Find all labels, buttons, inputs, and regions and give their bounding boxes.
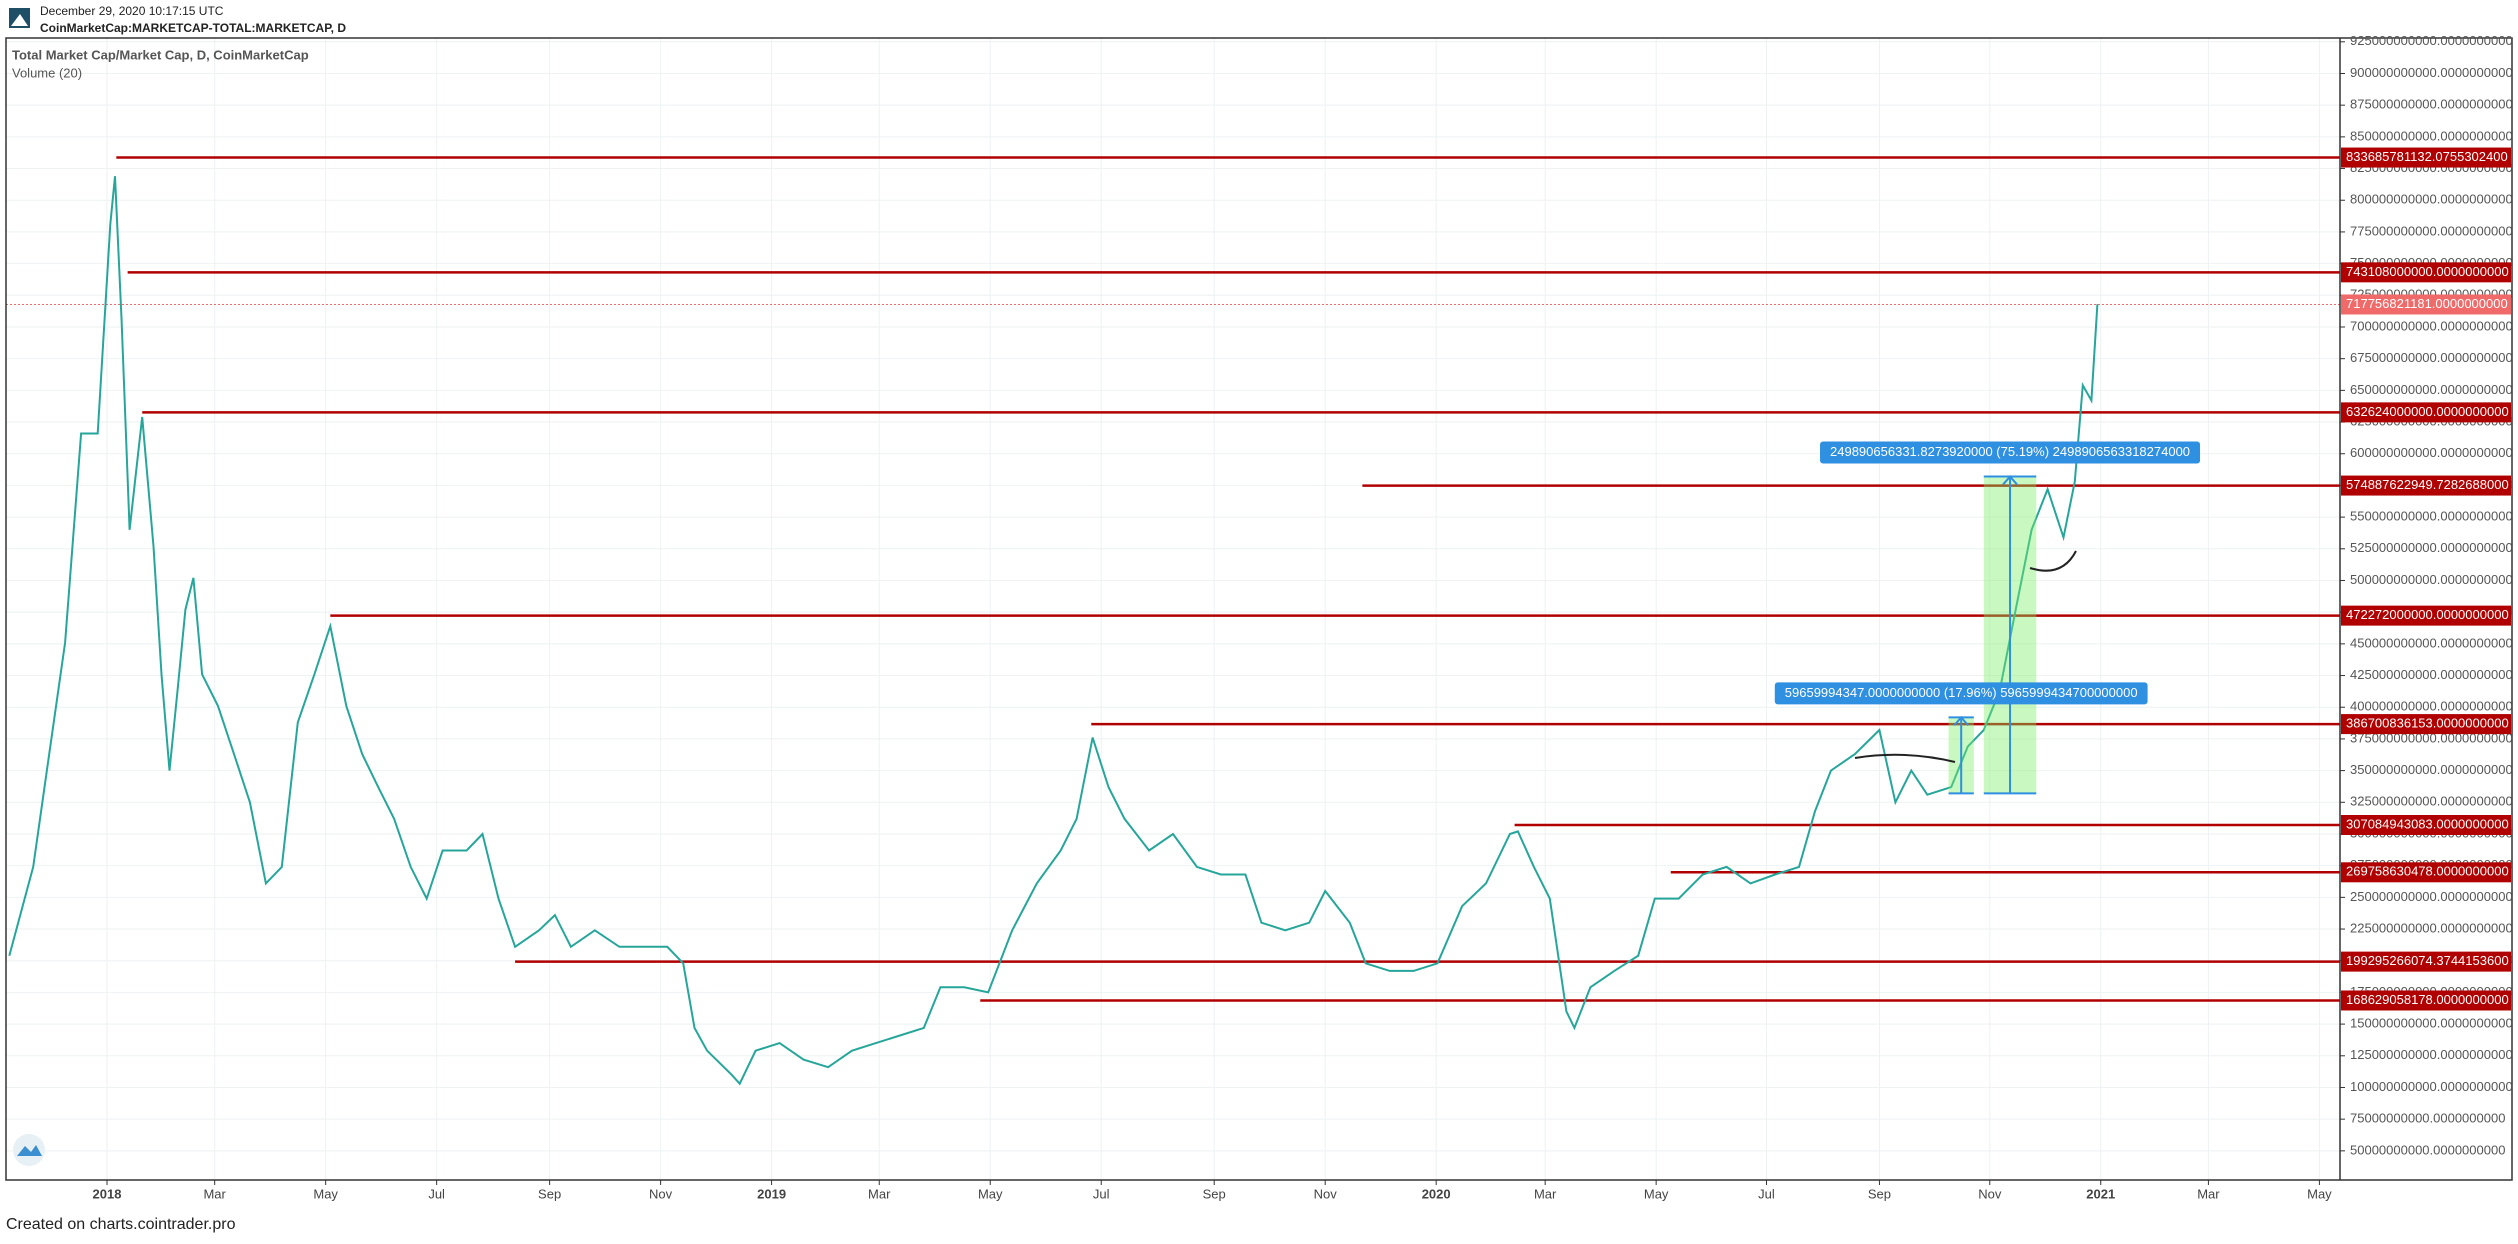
measure-label-text: 249890656331.8273920000 (75.19%) 2498906…: [1830, 444, 2190, 459]
x-tick-label: Nov: [1978, 1186, 2002, 1201]
x-tick-label: Sep: [1203, 1186, 1226, 1201]
y-tick-label: 100000000000.0000000000: [2350, 1079, 2513, 1094]
y-tick-label: 50000000000.0000000000: [2350, 1142, 2505, 1157]
y-tick-label: 700000000000.0000000000: [2350, 318, 2513, 333]
y-tick-label: 550000000000.0000000000: [2350, 509, 2513, 524]
header-symbol: CoinMarketCap:MARKETCAP-TOTAL:MARKETCAP,…: [40, 21, 346, 35]
x-tick-label: Mar: [868, 1186, 891, 1201]
x-tick-label: Jul: [1093, 1186, 1110, 1201]
last-price-box: [2341, 294, 2511, 315]
level-label: 833685781132.0755302400: [2346, 149, 2508, 164]
measure-label-text: 59659994347.0000000000 (17.96%) 59659994…: [1785, 685, 2138, 700]
footer: Created on charts.cointrader.pro: [6, 1216, 236, 1233]
x-tick-label: May: [978, 1186, 1003, 1201]
y-tick-label: 900000000000.0000000000: [2350, 65, 2513, 80]
level-label-box: [2341, 402, 2511, 423]
y-tick-label: 525000000000.0000000000: [2350, 540, 2513, 555]
level-label-box: [2341, 475, 2511, 496]
x-tick-label: Jul: [1758, 1186, 1775, 1201]
level-label: 386700836153.0000000000: [2346, 716, 2509, 731]
header-date: December 29, 2020 10:17:15 UTC: [40, 4, 224, 18]
level-label-box: [2341, 814, 2511, 835]
x-tick-label: 2020: [1422, 1186, 1451, 1201]
y-tick-label: 800000000000.0000000000: [2350, 192, 2513, 207]
chart-title: Total Market Cap/Market Cap, D, CoinMark…: [12, 47, 309, 62]
level-label-box: [2341, 605, 2511, 626]
y-tick-label: 250000000000.0000000000: [2350, 889, 2513, 904]
y-tick-label: 150000000000.0000000000: [2350, 1016, 2513, 1031]
x-tick-label: Mar: [203, 1186, 226, 1201]
x-tick-label: Nov: [1314, 1186, 1338, 1201]
levels: [6, 156, 2340, 1002]
x-tick-label: 2018: [93, 1186, 122, 1201]
measure-label: 59659994347.0000000000 (17.96%) 59659994…: [1774, 682, 2148, 705]
price-line: [8, 176, 2099, 1086]
level-label: 574887622949.7282688000: [2346, 477, 2509, 492]
x-tick-label: May: [313, 1186, 338, 1201]
level-label: 743108000000.0000000000: [2346, 264, 2509, 279]
y-tick-label: 875000000000.0000000000: [2350, 97, 2513, 112]
y-tick-label: 400000000000.0000000000: [2350, 699, 2513, 714]
x-tick-label: Sep: [538, 1186, 561, 1201]
level-label-box: [2341, 862, 2511, 883]
y-tick-label: 325000000000.0000000000: [2350, 794, 2513, 809]
x-tick-label: Mar: [1534, 1186, 1557, 1201]
measure-label-box: [1820, 441, 2201, 464]
x-tick-label: Mar: [2197, 1186, 2220, 1201]
chart-subtitle: Volume (20): [12, 65, 82, 80]
level-label-box: [2341, 951, 2511, 972]
y-tick-label: 675000000000.0000000000: [2350, 350, 2513, 365]
x-tick-label: May: [1644, 1186, 1669, 1201]
y-tick-label: 500000000000.0000000000: [2350, 572, 2513, 587]
x-tick-label: 2019: [757, 1186, 786, 1201]
y-tick-label: 375000000000.0000000000: [2350, 730, 2513, 745]
x-tick-label: 2021: [2086, 1186, 2115, 1201]
y-tick-label: 425000000000.0000000000: [2350, 667, 2513, 682]
measure-label: 249890656331.8273920000 (75.19%) 2498906…: [1820, 441, 2201, 464]
watermark-logo: [13, 1134, 45, 1166]
level-label: 168629058178.0000000000: [2346, 992, 2509, 1007]
y-tick-label: 600000000000.0000000000: [2350, 445, 2513, 460]
x-tick-label: Nov: [649, 1186, 673, 1201]
drawing-arc: [2029, 550, 2077, 572]
y-tick-label: 775000000000.0000000000: [2350, 223, 2513, 238]
y-tick-label: 925000000000.0000000000: [2350, 33, 2513, 48]
x-tick-label: Sep: [1868, 1186, 1891, 1201]
drawing-arc: [1854, 753, 1956, 763]
y-tick-label: 650000000000.0000000000: [2350, 382, 2513, 397]
level-label-box: [2341, 147, 2511, 168]
last-price-label: 717756821181.0000000000: [2346, 296, 2508, 311]
frame: [5, 37, 2513, 1181]
y-tick-label: 75000000000.0000000000: [2350, 1111, 2505, 1126]
y-tick-label: 350000000000.0000000000: [2350, 762, 2513, 777]
level-label-box: [2341, 714, 2511, 735]
level-label: 632624000000.0000000000: [2346, 404, 2509, 419]
measure-label-box: [1774, 682, 2148, 705]
x-tick-label: May: [2307, 1186, 2332, 1201]
x-tick-label: Jul: [428, 1186, 445, 1201]
axes: 50000000000.0000000000 75000000000.000000…: [93, 33, 2513, 1201]
level-label: 307084943083.0000000000: [2346, 816, 2509, 831]
level-label-box: [2341, 262, 2511, 283]
level-label: 472272000000.0000000000: [2346, 607, 2509, 622]
level-label: 199295266074.3744153600: [2346, 953, 2509, 968]
y-tick-label: 125000000000.0000000000: [2350, 1047, 2513, 1062]
level-label: 269758630478.0000000000: [2346, 864, 2509, 879]
plot: [8, 176, 2099, 1086]
y-tick-label: 850000000000.0000000000: [2350, 128, 2513, 143]
level-label-box: [2341, 990, 2511, 1011]
logo: [9, 8, 30, 28]
y-tick-label: 225000000000.0000000000: [2350, 920, 2513, 935]
y-tick-label: 450000000000.0000000000: [2350, 635, 2513, 650]
